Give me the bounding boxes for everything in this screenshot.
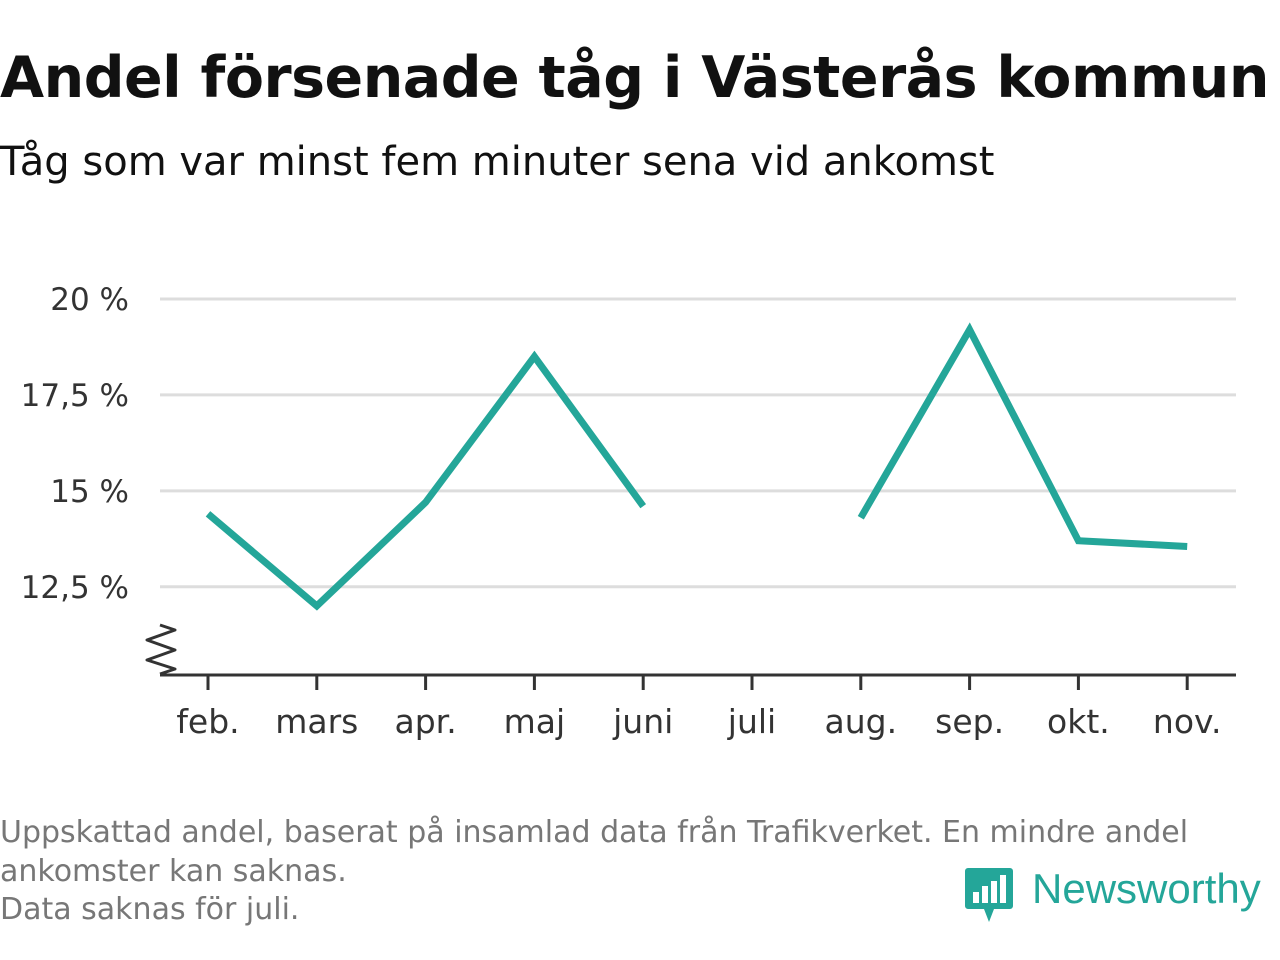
chart-title: Andel försenade tåg i Västerås kommun [0,45,1269,111]
x-tick-label: aug. [825,702,898,741]
x-tick-label: juli [727,702,776,741]
chart-subtitle: Tåg som var minst fem minuter sena vid a… [0,139,995,185]
footnote-line-3: Data saknas för juli. [0,892,300,927]
y-axis-ticks: 12,5 % 15 % 17,5 % 20 % [21,282,129,606]
y-tick-label: 17,5 % [21,378,129,414]
y-tick-label: 20 % [50,282,129,318]
newsworthy-logo-text: Newsworthy [1032,865,1261,912]
series-line [205,350,647,611]
x-tick-label: feb. [176,702,239,741]
x-tick-label: okt. [1047,702,1110,741]
y-tick-label: 12,5 % [21,570,129,606]
footnote-line-2: ankomster kan saknas. [0,853,347,889]
axis-break-icon [145,623,177,676]
x-tick-label: maj [504,702,566,741]
series [205,322,1188,611]
x-tick-label: sep. [935,702,1004,741]
newsworthy-logo: Newsworthy [964,862,1280,926]
x-axis-ticks: feb. mars apr. maj juni juli aug. sep. okt. nov. [176,675,1221,741]
x-tick-label: nov. [1153,702,1222,741]
y-tick-label: 15 % [50,474,129,510]
x-tick-label: mars [275,702,358,741]
footnote: Uppskattad andel, baserat på insamlad da… [0,814,1270,930]
newsworthy-logo-icon [965,868,1013,922]
series-line [857,322,1188,550]
x-tick-label: apr. [394,702,456,741]
x-axis [145,623,1236,677]
gridlines [160,297,1236,589]
x-tick-label: juni [612,702,673,741]
footnote-line-1: Uppskattad andel, baserat på insamlad da… [0,815,1189,850]
